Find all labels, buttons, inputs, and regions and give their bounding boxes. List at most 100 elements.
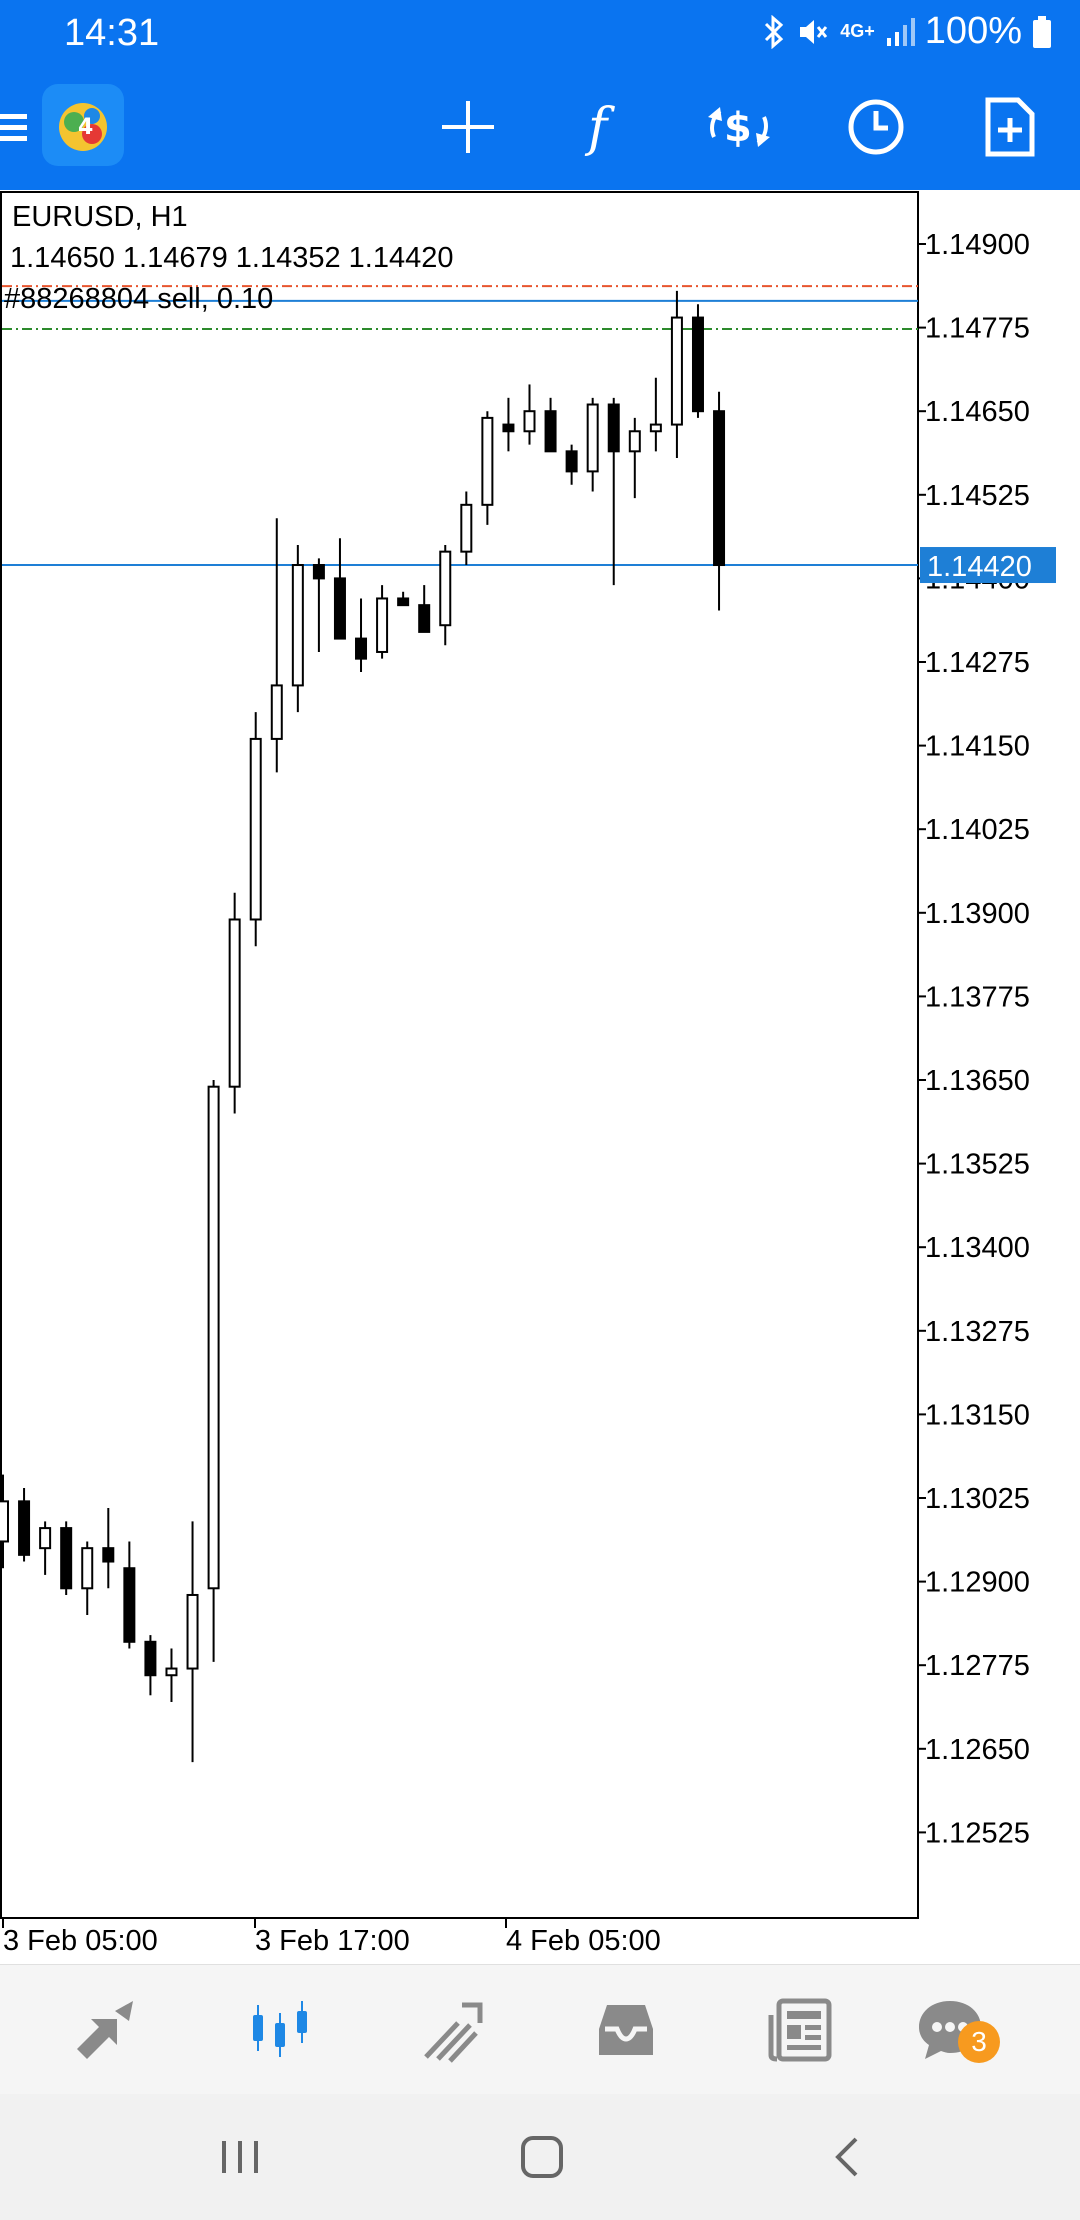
new-order-icon[interactable]	[960, 64, 1060, 190]
y-tick-label: 1.14275	[925, 647, 1030, 679]
candle	[123, 1541, 136, 1649]
order-label: #88268804 sell, 0.10	[4, 283, 273, 315]
home-icon	[521, 2136, 563, 2178]
bear-candle-body	[565, 450, 578, 473]
candle	[312, 558, 325, 652]
y-tick-label: 1.12900	[925, 1567, 1030, 1599]
bear-candle-body	[502, 423, 515, 433]
status-bar: 14:31 4G+ 100%	[0, 0, 1080, 64]
nav-chart[interactable]	[220, 1965, 340, 2095]
y-tick-label: 1.14900	[925, 229, 1030, 261]
candle	[39, 1521, 52, 1575]
y-tick-label: 1.12775	[925, 1650, 1030, 1682]
status-icons: 4G+ 100%	[762, 10, 1052, 53]
bull-candle-body	[376, 597, 389, 653]
bear-candle-body	[544, 410, 557, 453]
candle	[165, 1648, 178, 1702]
bull-candle-body	[670, 316, 683, 426]
menu-icon[interactable]	[0, 64, 60, 190]
y-tick-label: 1.14150	[925, 731, 1030, 763]
mute-icon	[796, 15, 830, 49]
candle	[607, 397, 620, 586]
y-tick-label: 1.13900	[925, 898, 1030, 930]
candlestick-chart[interactable]: 1.149001.147751.146501.145251.144001.142…	[0, 190, 1080, 1962]
battery-icon	[1032, 15, 1052, 49]
y-tick-label: 1.14775	[925, 313, 1030, 345]
bull-candle-body	[39, 1527, 52, 1550]
news-icon	[768, 1998, 832, 2062]
candle	[207, 1080, 220, 1662]
candle	[691, 304, 704, 418]
bear-candle-body	[60, 1527, 73, 1590]
candle	[186, 1521, 199, 1763]
trade-chart-icon	[424, 2002, 483, 2063]
candle	[670, 290, 683, 459]
candle	[713, 391, 726, 611]
recents-icon	[222, 2141, 258, 2173]
system-nav-bar	[0, 2094, 1080, 2220]
candle	[249, 712, 262, 947]
candle	[0, 1474, 9, 1569]
status-time: 14:31	[64, 12, 160, 54]
battery-percent: 100%	[924, 10, 1022, 52]
back-button[interactable]	[786, 2094, 906, 2220]
y-tick-label: 1.13400	[925, 1232, 1030, 1264]
candle	[397, 591, 410, 607]
y-tick-label: 1.13525	[925, 1149, 1030, 1181]
y-tick-label: 1.13650	[925, 1065, 1030, 1097]
quotes-icon	[77, 2001, 133, 2059]
bear-candle-body	[144, 1640, 157, 1677]
svg-text:$: $	[724, 105, 752, 151]
candle	[565, 444, 578, 485]
bluetooth-icon	[762, 14, 786, 49]
bull-candle-body	[586, 403, 599, 473]
candle	[81, 1541, 94, 1616]
nav-history[interactable]	[566, 1965, 686, 2095]
current-price-tag	[920, 547, 1056, 584]
indicators-icon[interactable]: f	[553, 64, 653, 190]
candle	[355, 598, 368, 673]
recents-button[interactable]	[180, 2094, 300, 2220]
bull-candle-body	[0, 1500, 9, 1543]
svg-text:4: 4	[78, 115, 93, 140]
trade-icon[interactable]: $	[689, 64, 789, 190]
bear-candle-body	[123, 1567, 136, 1643]
candle	[18, 1487, 31, 1562]
candle	[102, 1508, 115, 1589]
bull-candle-body	[270, 684, 283, 740]
chart-ohlc-label: 1.14650 1.14679 1.14352 1.14420	[10, 242, 453, 274]
nav-news[interactable]	[740, 1965, 860, 2095]
home-button[interactable]	[482, 2094, 602, 2220]
crosshair-icon[interactable]	[418, 64, 518, 190]
x-tick-label: 3 Feb 05:00	[3, 1925, 158, 1957]
y-tick-label: 1.14525	[925, 480, 1030, 512]
nav-quotes[interactable]	[46, 1965, 166, 2095]
bear-candle-body	[691, 316, 704, 413]
bull-candle-body	[165, 1667, 178, 1677]
bull-candle-body	[523, 410, 536, 433]
candle	[376, 585, 389, 659]
bottom-nav: 3	[0, 1964, 1080, 2095]
candle	[60, 1521, 73, 1595]
chart-area[interactable]: 1.149001.147751.146501.145251.144001.142…	[0, 190, 1080, 1962]
y-tick-label: 1.13775	[925, 981, 1030, 1013]
y-tick-label: 1.14025	[925, 814, 1030, 846]
bear-candle-body	[607, 403, 620, 453]
y-tick-label: 1.13025	[925, 1483, 1030, 1515]
signal-icon	[885, 16, 915, 48]
bear-candle-body	[333, 577, 346, 640]
candle	[481, 411, 494, 525]
bear-candle-body	[355, 637, 368, 660]
candle	[544, 397, 557, 453]
app-logo[interactable]: 4	[42, 84, 124, 166]
current-price-label: 1.14420	[927, 551, 1032, 583]
chart-frame	[0, 191, 919, 1919]
timeframe-icon[interactable]	[826, 64, 926, 190]
nav-trade[interactable]	[393, 1965, 513, 2095]
network-type-icon: 4G+	[840, 21, 875, 41]
nav-messages[interactable]: 3	[890, 1965, 1010, 2095]
y-tick-label: 1.13150	[925, 1399, 1030, 1431]
candle	[418, 585, 431, 633]
chart-icon	[253, 2001, 307, 2057]
x-tick-label: 4 Feb 05:00	[506, 1925, 661, 1957]
